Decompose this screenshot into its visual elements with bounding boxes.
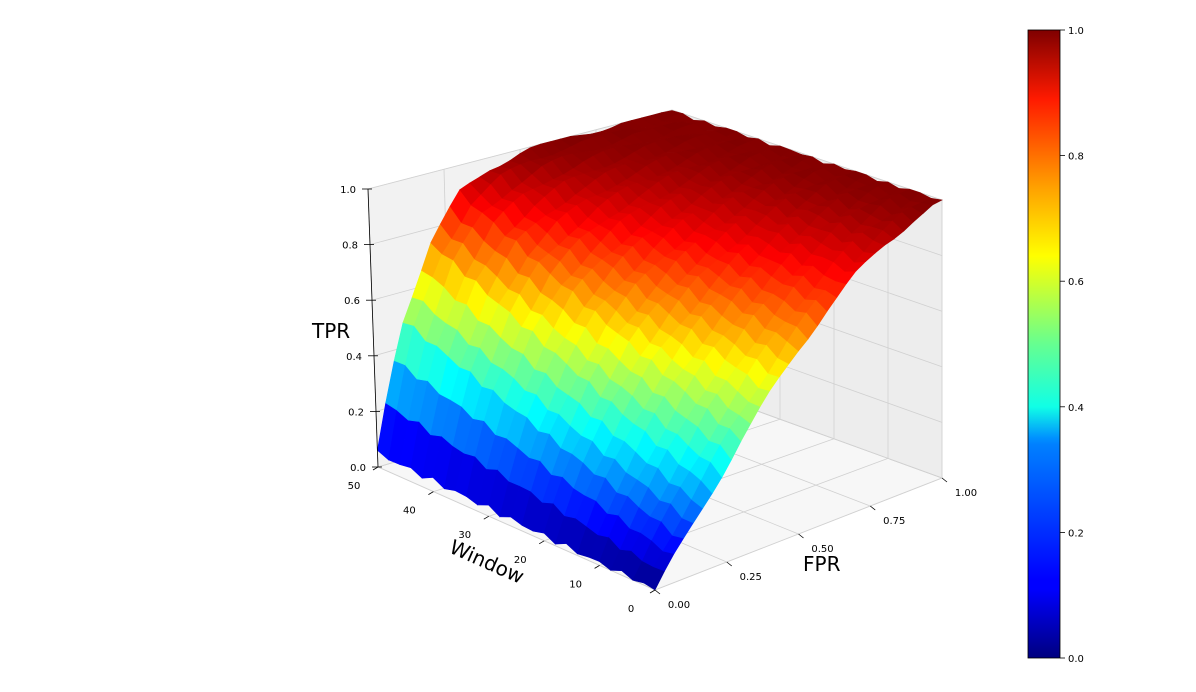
x-tick-label: 0.50 [811, 544, 833, 555]
colorbar [1027, 29, 1061, 659]
x-tick [654, 589, 661, 595]
x-tick-label: 1.00 [955, 488, 977, 499]
z-axis-label: TPR [311, 319, 350, 343]
y-tick-label: 20 [514, 555, 527, 566]
axis-lines [367, 188, 379, 468]
z-tick-label: 0.8 [342, 241, 358, 252]
tick-labels: 0.0 0.2 0.4 0.6 0.8 1.0 0.00 0.25 0.50 0.75 1.00 0 1… [340, 185, 977, 615]
x-tick-label: 0.75 [883, 516, 905, 527]
z-tick-label: 0.6 [344, 296, 360, 307]
surface [377, 110, 943, 591]
z-axis-line [367, 188, 379, 468]
y-tick [483, 515, 490, 520]
grid-line [377, 466, 656, 591]
y-tick [649, 589, 656, 594]
x-tick [726, 561, 732, 567]
y-tick [428, 491, 434, 495]
y-tick-label: 50 [348, 481, 361, 492]
colorbar-tick-label: 0.0 [1068, 654, 1084, 665]
colorbar-tick-label: 0.6 [1068, 277, 1084, 288]
x-axis-label: FPR [803, 552, 841, 576]
y-tick-label: 30 [458, 530, 471, 541]
x-tick-label: 0.25 [740, 572, 762, 583]
y-axis-label: Window [446, 535, 528, 589]
grid-line [671, 109, 943, 201]
colorbar-ticks: 0.0 0.2 0.4 0.6 0.8 1.0 [1060, 26, 1084, 665]
x-tick [798, 533, 804, 539]
colorbar-tick-label: 0.2 [1068, 528, 1084, 539]
z-tick-label: 0.0 [350, 463, 366, 474]
colorbar-tick-label: 0.4 [1068, 403, 1084, 414]
y-tick [538, 540, 545, 545]
colorbar-tick-label: 0.8 [1068, 152, 1084, 163]
x-tick [941, 477, 948, 483]
z-tick-label: 0.2 [348, 407, 364, 418]
y-tick-label: 10 [569, 579, 582, 590]
x-tick [870, 505, 876, 511]
y-tick [372, 466, 379, 471]
surface-patch [920, 197, 943, 206]
z-tick-label: 0.4 [346, 352, 362, 363]
y-tick-label: 40 [403, 506, 416, 517]
y-tick [594, 565, 600, 569]
colorbar-tick-label: 1.0 [1068, 26, 1084, 37]
z-tick-label: 1.0 [340, 185, 356, 196]
y-tick-label: 0 [628, 604, 634, 615]
x-tick-label: 0.00 [668, 600, 690, 611]
